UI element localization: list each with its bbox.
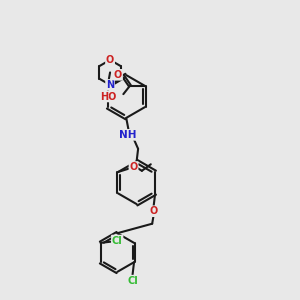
Text: O: O	[149, 206, 158, 216]
Text: O: O	[114, 70, 122, 80]
Text: O: O	[129, 162, 138, 172]
Text: NH: NH	[119, 130, 136, 140]
Text: Cl: Cl	[112, 236, 123, 245]
Text: N: N	[106, 80, 114, 90]
Text: O: O	[106, 55, 114, 65]
Text: HO: HO	[100, 92, 117, 101]
Text: Cl: Cl	[127, 276, 138, 286]
